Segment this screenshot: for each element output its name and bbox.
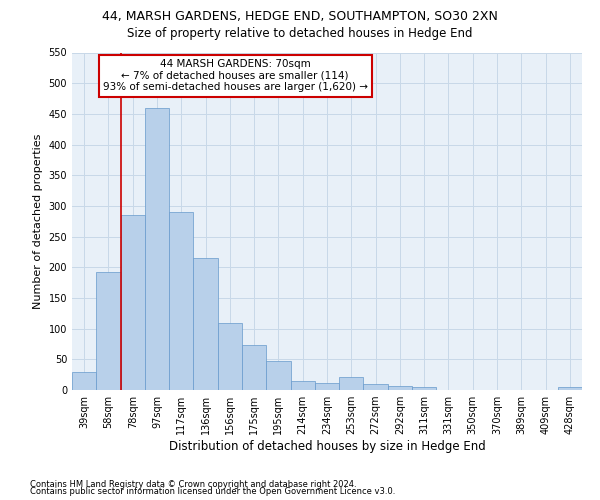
Text: Contains HM Land Registry data © Crown copyright and database right 2024.: Contains HM Land Registry data © Crown c… bbox=[30, 480, 356, 489]
Text: 44 MARSH GARDENS: 70sqm
← 7% of detached houses are smaller (114)
93% of semi-de: 44 MARSH GARDENS: 70sqm ← 7% of detached… bbox=[103, 59, 368, 92]
Bar bbox=[169, 212, 193, 390]
Bar bbox=[96, 272, 121, 390]
Bar bbox=[242, 345, 266, 390]
Bar bbox=[412, 387, 436, 390]
Bar bbox=[388, 386, 412, 390]
X-axis label: Distribution of detached houses by size in Hedge End: Distribution of detached houses by size … bbox=[169, 440, 485, 453]
Bar bbox=[72, 372, 96, 390]
Text: 44, MARSH GARDENS, HEDGE END, SOUTHAMPTON, SO30 2XN: 44, MARSH GARDENS, HEDGE END, SOUTHAMPTO… bbox=[102, 10, 498, 23]
Text: Contains public sector information licensed under the Open Government Licence v3: Contains public sector information licen… bbox=[30, 487, 395, 496]
Bar bbox=[121, 215, 145, 390]
Bar bbox=[193, 258, 218, 390]
Bar bbox=[218, 322, 242, 390]
Bar bbox=[339, 376, 364, 390]
Bar bbox=[315, 383, 339, 390]
Bar bbox=[290, 382, 315, 390]
Y-axis label: Number of detached properties: Number of detached properties bbox=[33, 134, 43, 309]
Text: Size of property relative to detached houses in Hedge End: Size of property relative to detached ho… bbox=[127, 28, 473, 40]
Bar bbox=[145, 108, 169, 390]
Bar bbox=[558, 387, 582, 390]
Bar bbox=[266, 361, 290, 390]
Bar bbox=[364, 384, 388, 390]
